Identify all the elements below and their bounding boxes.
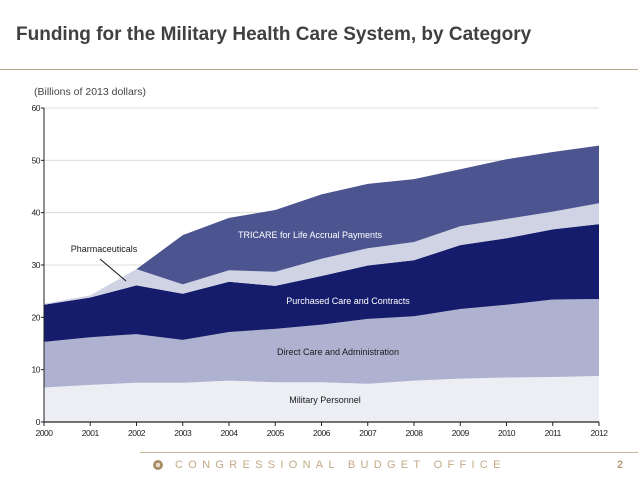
x-tick-label: 2000 (36, 428, 54, 438)
y-tick-label: 20 (32, 312, 41, 322)
x-tick-label: 2012 (591, 428, 609, 438)
x-tick-label: 2003 (174, 428, 192, 438)
pharmaceuticals-leader-line (99, 258, 127, 282)
x-tick-label: 2005 (267, 428, 285, 438)
footer-divider (140, 452, 638, 453)
cbo-logo-icon (153, 460, 163, 470)
x-tick-label: 2009 (452, 428, 470, 438)
area-direct-care-and-administration (44, 299, 599, 388)
x-tick-label: 2004 (221, 428, 239, 438)
y-tick-label: 10 (32, 365, 41, 375)
y-tick-label: 50 (32, 155, 41, 165)
series-label: Military Personnel (289, 395, 361, 405)
x-tick-label: 2002 (128, 428, 146, 438)
series-label: Direct Care and Administration (277, 347, 399, 357)
area-tricare-for-life-accrual-payments (44, 145, 599, 304)
y-tick-label: 0 (36, 417, 41, 427)
page-number: 2 (617, 459, 624, 471)
x-tick-label: 2007 (359, 428, 377, 438)
area-military-personnel (44, 375, 599, 422)
slide-title: Funding for the Military Health Care Sys… (16, 24, 532, 45)
y-tick-label: 60 (32, 103, 41, 113)
y-tick-label: 40 (32, 208, 41, 218)
x-tick-label: 2010 (498, 428, 516, 438)
x-tick-label: 2008 (406, 428, 424, 438)
x-tick-label: 2011 (545, 428, 562, 438)
y-tick-label: 30 (32, 260, 41, 270)
series-label: TRICARE for Life Accrual Payments (238, 230, 383, 240)
series-label: Purchased Care and Contracts (286, 296, 410, 306)
x-tick-label: 2001 (82, 428, 100, 438)
area-pharmaceuticals (44, 203, 599, 305)
title-divider (0, 69, 638, 70)
footer-org-name: CONGRESSIONAL BUDGET OFFICE (175, 459, 506, 471)
y-axis-unit-label: (Billions of 2013 dollars) (34, 86, 147, 98)
series-label: Pharmaceuticals (71, 244, 138, 254)
x-tick-label: 2006 (313, 428, 331, 438)
area-purchased-care-and-contracts (44, 224, 599, 342)
